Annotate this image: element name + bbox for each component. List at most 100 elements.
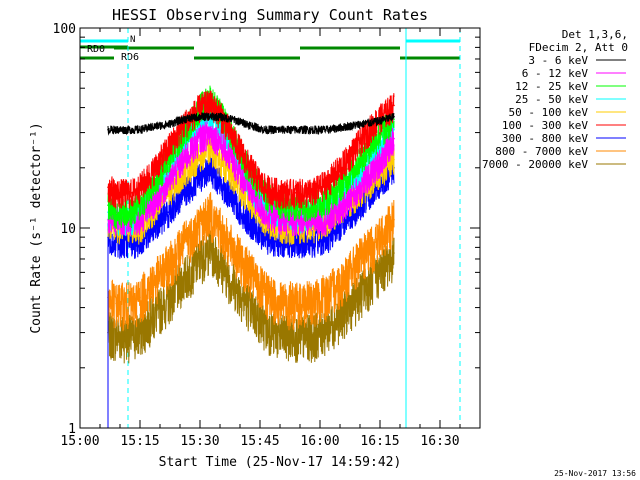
data-point-0-8 bbox=[199, 115, 201, 118]
data-point-1-20 bbox=[375, 167, 377, 169]
x-tick-label-4: 16:00 bbox=[300, 434, 339, 449]
data-point-7-3 bbox=[131, 302, 133, 305]
data-point-0-18 bbox=[343, 126, 345, 128]
data-point-7-19 bbox=[359, 258, 361, 260]
data-point-7-14 bbox=[279, 300, 281, 303]
data-point-4-11 bbox=[231, 176, 233, 178]
data-point-8-7 bbox=[183, 277, 185, 280]
data-point-7-2 bbox=[123, 302, 125, 305]
data-point-7-21 bbox=[393, 218, 395, 221]
data-point-0-14 bbox=[279, 128, 281, 131]
data-point-8-8 bbox=[199, 258, 201, 260]
data-point-8-21 bbox=[393, 252, 395, 254]
timestamp-footer: 25-Nov-2017 13:56 bbox=[554, 469, 636, 478]
data-point-6-16 bbox=[311, 241, 313, 243]
data-point-0-0 bbox=[107, 128, 109, 131]
x-tick-label-2: 15:30 bbox=[180, 434, 219, 449]
data-point-0-1 bbox=[115, 128, 117, 131]
rd0-label: RD0 bbox=[87, 44, 105, 55]
data-point-7-1 bbox=[115, 302, 117, 305]
data-point-1-11 bbox=[231, 158, 233, 161]
data-point-3-10 bbox=[219, 123, 221, 126]
y-axis-label: Count Rate (s⁻¹ detector⁻¹) bbox=[29, 122, 44, 333]
data-point-7-15 bbox=[295, 302, 297, 305]
data-point-0-11 bbox=[231, 118, 233, 120]
legend-label-5: 100 - 300 keV bbox=[502, 119, 588, 132]
data-point-6-2 bbox=[123, 241, 125, 243]
data-point-5-5 bbox=[151, 171, 153, 173]
data-point-7-6 bbox=[167, 264, 169, 267]
data-point-8-12 bbox=[247, 302, 249, 305]
data-point-6-10 bbox=[219, 181, 221, 183]
data-point-7-12 bbox=[247, 268, 249, 271]
data-point-1-6 bbox=[167, 181, 169, 183]
data-point-7-13 bbox=[263, 291, 265, 293]
data-point-5-9 bbox=[209, 102, 211, 105]
data-point-0-10 bbox=[219, 115, 221, 118]
data-point-5-19 bbox=[359, 140, 361, 143]
series-line-5 bbox=[107, 90, 395, 210]
axes: 15:00 15:15 15:30 15:45 16:00 16:15 16:30 1 10 10… bbox=[53, 22, 481, 449]
series-line-0 bbox=[107, 111, 395, 136]
x-tick-label-6: 16:30 bbox=[420, 434, 459, 449]
data-point-5-3 bbox=[131, 192, 133, 194]
data-point-0-19 bbox=[359, 123, 361, 126]
data-point-1-5 bbox=[151, 204, 153, 206]
data-point-1-16 bbox=[311, 218, 313, 221]
series-5 bbox=[107, 90, 395, 210]
legend-header-1: FDecim 2, Att 0 bbox=[529, 41, 628, 54]
data-point-8-17 bbox=[327, 326, 329, 328]
data-point-3-21 bbox=[393, 128, 395, 131]
data-point-5-1 bbox=[115, 192, 117, 194]
data-point-0-17 bbox=[327, 128, 329, 131]
x-tick-label-5: 16:15 bbox=[360, 434, 399, 449]
data-point-8-5 bbox=[151, 315, 153, 318]
data-point-7-9 bbox=[209, 211, 211, 213]
y-tick-label-0: 1 bbox=[68, 422, 76, 437]
data-point-8-9 bbox=[209, 246, 211, 249]
data-point-1-17 bbox=[327, 218, 329, 221]
data-point-7-4 bbox=[139, 296, 141, 299]
data-point-8-6 bbox=[167, 298, 169, 301]
series-line-6 bbox=[107, 155, 395, 259]
data-point-1-8 bbox=[199, 137, 201, 140]
data-point-1-12 bbox=[247, 186, 249, 188]
data-point-2-20 bbox=[375, 137, 377, 140]
data-point-1-19 bbox=[359, 186, 361, 188]
data-point-0-6 bbox=[167, 123, 169, 126]
y-tick-label-2: 100 bbox=[53, 22, 76, 37]
data-point-4-10 bbox=[219, 158, 221, 161]
data-point-0-4 bbox=[139, 128, 141, 131]
data-point-2-4 bbox=[139, 204, 141, 206]
data-point-2-18 bbox=[343, 181, 345, 183]
data-point-5-21 bbox=[393, 104, 395, 107]
data-point-8-1 bbox=[115, 334, 117, 337]
data-point-5-17 bbox=[327, 181, 329, 183]
data-point-5-7 bbox=[183, 123, 185, 126]
rd6-label: RD6 bbox=[121, 52, 139, 63]
data-point-5-15 bbox=[295, 192, 297, 194]
data-point-0-7 bbox=[183, 118, 185, 120]
data-point-2-1 bbox=[115, 211, 117, 213]
data-point-5-2 bbox=[123, 192, 125, 194]
data-point-2-21 bbox=[393, 118, 395, 120]
data-point-1-7 bbox=[183, 158, 185, 161]
data-point-7-5 bbox=[151, 282, 153, 284]
data-point-2-5 bbox=[151, 186, 153, 188]
data-point-7-17 bbox=[327, 292, 329, 295]
data-point-7-11 bbox=[231, 246, 233, 249]
data-point-2-19 bbox=[359, 158, 361, 161]
data-point-8-19 bbox=[359, 292, 361, 295]
data-point-2-3 bbox=[131, 211, 133, 213]
data-point-6-7 bbox=[183, 192, 185, 194]
data-point-1-21 bbox=[393, 137, 395, 140]
data-point-8-2 bbox=[123, 334, 125, 337]
data-point-0-16 bbox=[311, 128, 313, 131]
series-layer bbox=[107, 85, 395, 428]
data-point-5-11 bbox=[231, 134, 233, 137]
data-point-6-15 bbox=[295, 241, 297, 243]
data-point-1-9 bbox=[209, 131, 211, 134]
data-point-5-14 bbox=[279, 192, 281, 194]
